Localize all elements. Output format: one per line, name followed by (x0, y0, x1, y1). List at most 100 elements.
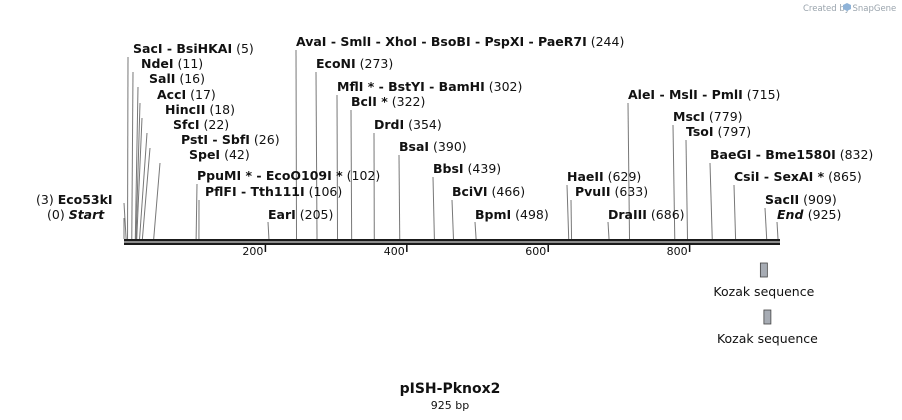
site-position: (17) (186, 87, 216, 102)
site-leader-line (627, 102, 631, 240)
restriction-site-label[interactable]: TsoI (797) (686, 124, 751, 139)
restriction-site-label[interactable]: BclI * (322) (351, 94, 425, 109)
site-leader-line (451, 199, 454, 240)
restriction-site-label[interactable]: SpeI (42) (189, 147, 250, 162)
ruler-ticks: 200 400 600 800 (242, 245, 691, 258)
restriction-site-label[interactable]: PflFI - Tth111I (106) (205, 184, 342, 199)
site-leader-line (153, 162, 161, 240)
site-position: (686) (647, 207, 685, 222)
site-position: (715) (743, 87, 781, 102)
site-leader-line (764, 207, 768, 240)
site-name: Eco53kI (58, 192, 113, 207)
feature-bar[interactable] (759, 262, 768, 278)
site-leader-line (336, 94, 339, 240)
restriction-site-label[interactable]: AccI (17) (157, 87, 216, 102)
site-leader-line (776, 221, 779, 240)
site-name: MflI * - BstYI - BamHI (337, 79, 485, 94)
plasmid-name: pISH-Pknox2 (400, 381, 501, 397)
site-name: DrdI (374, 117, 404, 132)
site-leader-line (607, 221, 610, 240)
restriction-site-label[interactable]: AvaI - SmlI - XhoI - BsoBI - PspXI - Pae… (296, 34, 624, 49)
site-position: (832) (836, 147, 874, 162)
site-leader-line (709, 162, 713, 240)
site-name: PflFI - Tth111I (205, 184, 305, 199)
restriction-site-label[interactable]: EcoNI (273) (316, 56, 393, 71)
site-name: BbsI (433, 161, 464, 176)
site-leader-line (136, 117, 143, 240)
site-name: BsaI (399, 139, 429, 154)
site-position: (18) (205, 102, 235, 117)
restriction-site-label[interactable]: CsiI - SexAI * (865) (734, 169, 862, 184)
restriction-site-label[interactable]: BciVI (466) (452, 184, 525, 199)
restriction-site-label[interactable]: (0) Start (47, 207, 105, 222)
restriction-site-label[interactable]: SfcI (22) (173, 117, 229, 132)
site-position: (354) (404, 117, 442, 132)
site-position: (273) (356, 56, 394, 71)
site-position: (3) (36, 192, 58, 207)
feature-bar[interactable] (763, 309, 772, 325)
site-position: (26) (250, 132, 280, 147)
restriction-site-label[interactable]: EarI (205) (268, 207, 333, 222)
restriction-site-label[interactable]: DraIII (686) (608, 207, 685, 222)
site-name: PpuMI * - EcoO109I * (197, 168, 343, 183)
ruler-tick (547, 245, 549, 252)
site-name: SfcI (173, 117, 200, 132)
backbone-top-strand (124, 239, 780, 242)
site-name: HaeII (567, 169, 604, 184)
site-labels: (3) Eco53kI(0) Start SacI - BsiHKAI (5)Nd… (36, 34, 873, 222)
restriction-site-label[interactable]: MscI (779) (673, 109, 743, 124)
ruler-tick (688, 245, 691, 252)
feature-label: Kozak sequence (713, 284, 814, 299)
site-position: (779) (705, 109, 743, 124)
site-name: End (777, 207, 808, 222)
site-leader-line (398, 154, 401, 240)
site-position: (102) (343, 168, 381, 183)
ruler-tick-label: 800 (667, 245, 688, 258)
site-leader-line (570, 199, 573, 240)
restriction-site-label[interactable]: SacI - BsiHKAI (5) (133, 41, 254, 56)
site-name: PvuII (575, 184, 611, 199)
site-position: (11) (174, 56, 204, 71)
site-leader-line (672, 124, 676, 240)
restriction-site-label[interactable]: BpmI (498) (475, 207, 549, 222)
ruler-tick (264, 245, 267, 252)
restriction-site-label[interactable]: BaeGI - Bme1580I (832) (710, 147, 873, 162)
restriction-site-label[interactable]: BbsI (439) (433, 161, 501, 176)
restriction-site-label[interactable]: MflI * - BstYI - BamHI (302) (337, 79, 522, 94)
site-leader-line (131, 71, 134, 240)
site-position: (797) (714, 124, 752, 139)
site-position: (439) (464, 161, 502, 176)
site-name: AleI - MslI - PmlI (628, 87, 743, 102)
restriction-site-label[interactable]: NdeI (11) (141, 56, 203, 71)
restriction-site-label[interactable]: SalI (16) (149, 71, 205, 86)
site-position: (244) (587, 34, 625, 49)
site-position: (322) (388, 94, 426, 109)
site-name: BpmI (475, 207, 511, 222)
restriction-site-label[interactable]: SacII (909) (765, 192, 837, 207)
site-leader-line (134, 86, 139, 240)
restriction-site-label[interactable]: HaeII (629) (567, 169, 641, 184)
site-position: (633) (611, 184, 649, 199)
restriction-site-label[interactable]: HincII (18) (165, 102, 235, 117)
site-leader-line (685, 139, 689, 240)
restriction-site-label[interactable]: PstI - SbfI (26) (181, 132, 280, 147)
site-leader-line (432, 176, 435, 240)
restriction-site-label[interactable]: PpuMI * - EcoO109I * (102) (197, 168, 380, 183)
restriction-site-label[interactable]: End (925) (777, 207, 841, 222)
site-position: (5) (232, 41, 254, 56)
restriction-site-label[interactable]: (3) Eco53kI (36, 192, 113, 207)
restriction-site-label[interactable]: DrdI (354) (374, 117, 442, 132)
site-position: (106) (305, 184, 343, 199)
restriction-site-label[interactable]: AleI - MslI - PmlI (715) (628, 87, 780, 102)
site-leader-line (139, 132, 148, 240)
restriction-site-label[interactable]: PvuII (633) (575, 184, 648, 199)
site-leader-line (315, 71, 318, 240)
site-position: (466) (488, 184, 526, 199)
site-leader-lines (123, 49, 779, 240)
site-leader-line (267, 221, 270, 240)
restriction-site-label[interactable]: BsaI (390) (399, 139, 467, 154)
ruler-tick (406, 245, 408, 252)
ruler-tick-label: 600 (525, 245, 546, 258)
plasmid-length: 925 bp (431, 399, 469, 412)
